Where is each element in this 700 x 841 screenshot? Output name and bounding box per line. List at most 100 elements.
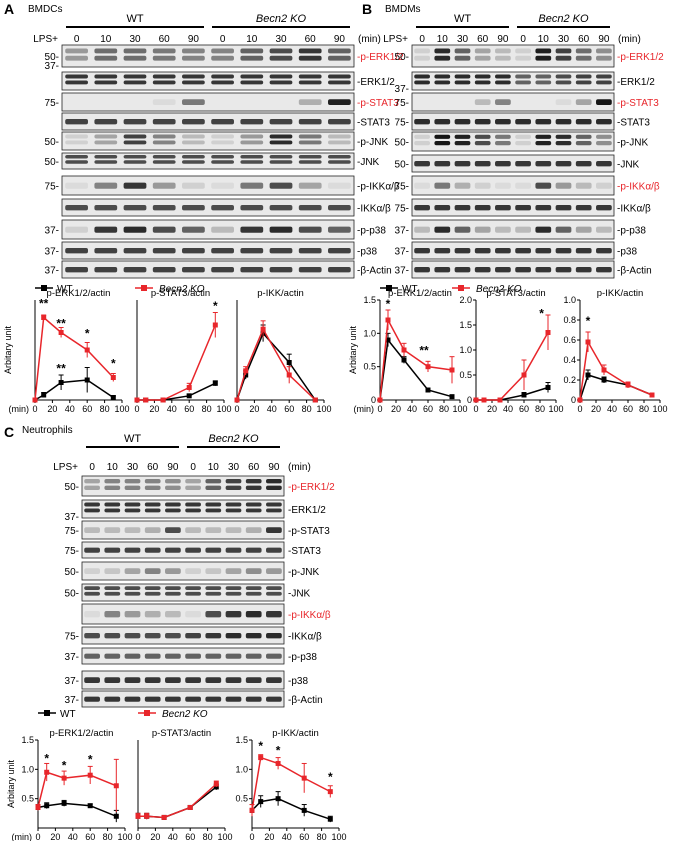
- legend-marker-ko: [141, 285, 147, 291]
- data-point-wt: [449, 394, 455, 400]
- blot-frame: [61, 260, 355, 279]
- blot-frame: [81, 647, 285, 665]
- blot-band: [123, 226, 147, 233]
- western-blot-row: -p-ERK1/2: [81, 475, 335, 497]
- data-point-ko: [401, 347, 407, 353]
- data-point-ko: [186, 385, 192, 390]
- blot-band: [165, 653, 181, 659]
- blot-band: [298, 48, 322, 54]
- blot-band: [124, 677, 141, 684]
- blot-frame: [61, 198, 355, 217]
- time-label: 90: [497, 34, 509, 45]
- cell-type-label: BMDMs: [385, 4, 421, 15]
- significance-star: *: [258, 739, 263, 753]
- blot-band: [245, 479, 262, 484]
- blot-band: [434, 226, 451, 233]
- blot-band: [165, 677, 181, 684]
- y-axis-label: Arbitary unit: [3, 325, 13, 374]
- blot-band: [269, 80, 293, 85]
- cell-type-label: Neutrophils: [22, 425, 73, 436]
- time-label: 60: [147, 462, 159, 473]
- x-tick-label: 0: [577, 404, 582, 414]
- blot-band: [124, 479, 141, 484]
- western-blot-row: -IKKα/β: [411, 198, 651, 217]
- western-blot-row: -ERK1/2: [81, 499, 326, 519]
- mw-marker: 75-: [65, 632, 79, 643]
- blot-frame: [61, 175, 355, 196]
- blot-band: [104, 502, 121, 507]
- blot-band: [123, 74, 147, 79]
- western-blot-row: -p-STAT3: [411, 92, 659, 112]
- blot-band: [474, 204, 491, 211]
- blot-band: [94, 48, 118, 54]
- mw-marker: 37-: [45, 247, 59, 258]
- blot-label: -IKKα/β: [617, 204, 651, 215]
- blot-band: [211, 134, 234, 139]
- data-point-ko: [61, 775, 67, 781]
- blot-band: [205, 485, 222, 490]
- y-tick-label: 0.5: [21, 794, 34, 804]
- blot-band: [596, 134, 612, 139]
- blot-band: [454, 80, 471, 85]
- time-label: 30: [129, 34, 141, 45]
- x-tick-label: 0: [473, 404, 478, 414]
- data-point-ko: [473, 397, 479, 403]
- chart-title: p-IKK/actin: [272, 728, 318, 739]
- western-blot-row: -p-p38: [61, 219, 386, 240]
- x-tick-label: 60: [184, 404, 194, 414]
- blot-label: -STAT3: [357, 118, 390, 129]
- blot-band: [152, 118, 176, 125]
- y-tick-label: 0.8: [563, 315, 576, 325]
- blot-label: -p38: [288, 676, 308, 687]
- blot-band: [515, 204, 531, 211]
- blot-band: [165, 479, 181, 484]
- blot-band: [434, 74, 451, 79]
- data-point-ko: [187, 804, 193, 810]
- blot-band: [185, 568, 201, 575]
- blot-band: [144, 677, 161, 684]
- blot-band: [165, 508, 181, 513]
- blot-band: [434, 55, 451, 61]
- y-axis-label: Arbitary unit: [6, 759, 16, 808]
- blot-band: [152, 80, 176, 85]
- blot-band: [182, 182, 205, 189]
- blot-band: [205, 653, 222, 659]
- significance-star: *: [44, 751, 49, 765]
- time-label: 0: [74, 34, 80, 45]
- blot-band: [124, 485, 141, 490]
- blot-band: [596, 74, 612, 79]
- mw-marker: 50-: [65, 567, 79, 578]
- blot-band: [495, 182, 511, 189]
- blot-band: [65, 160, 88, 164]
- data-point-ko: [625, 382, 631, 388]
- data-point-ko: [312, 397, 318, 403]
- data-point-ko: [585, 339, 591, 345]
- time-label: 0: [190, 462, 196, 473]
- blot-band: [266, 632, 282, 639]
- blot-band: [211, 204, 234, 211]
- y-tick-label: 0.5: [235, 794, 248, 804]
- data-point-ko: [449, 367, 455, 373]
- blot-band: [269, 226, 293, 233]
- x-tick-label: 80: [302, 404, 312, 414]
- blot-band: [575, 55, 592, 61]
- x-tick-label: 60: [299, 832, 309, 841]
- time-label: 0: [220, 34, 226, 45]
- blot-band: [94, 55, 118, 61]
- blot-band: [266, 696, 282, 702]
- blot-band: [165, 568, 181, 575]
- series-line-ko: [251, 756, 331, 811]
- blot-band: [240, 182, 264, 189]
- series-line-wt: [251, 797, 331, 820]
- chart-title: p-IKK/actin: [257, 288, 303, 299]
- series-line-wt: [236, 331, 316, 401]
- blot-band: [182, 134, 205, 139]
- blot-band: [269, 155, 293, 159]
- blot-band: [152, 155, 176, 159]
- x-tick-label: 100: [548, 404, 563, 414]
- blot-band: [240, 160, 264, 164]
- blot-band: [596, 226, 612, 233]
- y-tick-label: 0.4: [563, 355, 576, 365]
- group-label-ko: Becn2 KO: [256, 13, 307, 25]
- blot-band: [328, 182, 351, 189]
